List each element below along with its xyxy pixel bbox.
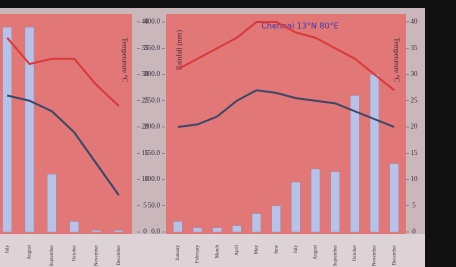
bar <box>272 206 281 232</box>
bar <box>25 27 34 232</box>
x-tick-label: October <box>72 245 77 261</box>
x-tick-label: January <box>176 245 181 261</box>
y2-tick-label: 10 <box>411 175 419 183</box>
y2-tick-label: 15 <box>411 149 419 157</box>
y2-axis-label: Temperature °C <box>392 38 400 83</box>
x-tick-label: July <box>294 245 299 254</box>
bar <box>47 174 56 232</box>
x-tick-label: October <box>353 245 358 261</box>
y2-tick-label: 35 <box>411 44 419 52</box>
y-tick-label: 300.0 <box>144 70 160 78</box>
bar <box>193 228 202 232</box>
y2-axis-label: Temperature °C <box>120 38 128 83</box>
x-tick-label: August <box>28 244 33 259</box>
y-tick-label: 350.0 <box>144 44 160 52</box>
x-tick-label: March <box>215 245 220 259</box>
bar <box>390 164 399 232</box>
bar <box>331 172 340 232</box>
bar <box>213 228 222 232</box>
y2-tick-label: 5 <box>412 201 416 209</box>
y2-tick-label: 0 <box>412 228 416 236</box>
x-tick-label: August <box>314 244 319 259</box>
y2-tick-label: 5 <box>143 201 147 209</box>
x-tick-label: September <box>333 245 338 267</box>
y-tick-label: 150.0 <box>144 149 160 157</box>
x-tick-label: September <box>50 245 55 267</box>
x-tick-label: May <box>255 245 260 255</box>
x-tick-label: February <box>196 245 201 264</box>
bar <box>252 214 261 232</box>
bar <box>3 27 12 232</box>
bar <box>350 96 359 233</box>
bar <box>70 222 79 233</box>
axis-strip <box>0 234 425 267</box>
bar <box>114 230 123 232</box>
bar <box>370 75 379 233</box>
chart: 0 5 10 15 20 25 30 35 40 Temperature °C July August… <box>0 0 456 267</box>
page: {"chart_data": [ {"type": "bar", "y2labe… <box>0 0 456 267</box>
bar <box>173 222 182 233</box>
bar <box>232 226 241 232</box>
y-tick-label: 50.0 <box>148 201 161 209</box>
bar <box>311 169 320 232</box>
x-tick-label: June <box>274 244 279 254</box>
y2-tick-label: 30 <box>411 70 419 78</box>
x-tick-label: December <box>392 245 397 266</box>
y-tick-label: 200.0 <box>144 123 160 131</box>
x-tick-label: November <box>95 245 100 266</box>
y2-tick-label: 25 <box>411 96 419 104</box>
y-tick-label: 100.0 <box>144 175 160 183</box>
x-tick-label: April <box>235 244 240 255</box>
y-tick-label: 400.0 <box>144 18 160 26</box>
bar <box>291 182 300 232</box>
y2-tick-label: 40 <box>411 18 419 26</box>
y-tick-label: 0.0 <box>151 228 160 236</box>
y-axis-label: Rainfall (mm) <box>176 29 184 70</box>
y-tick-label: 250.0 <box>144 96 160 104</box>
x-tick-label: December <box>117 245 122 266</box>
y2-tick-label: 20 <box>411 123 419 131</box>
x-tick-label: November <box>373 245 378 266</box>
x-tick-label: July <box>5 245 10 254</box>
y2-tick-label: 0 <box>143 228 147 236</box>
bar <box>92 230 101 232</box>
